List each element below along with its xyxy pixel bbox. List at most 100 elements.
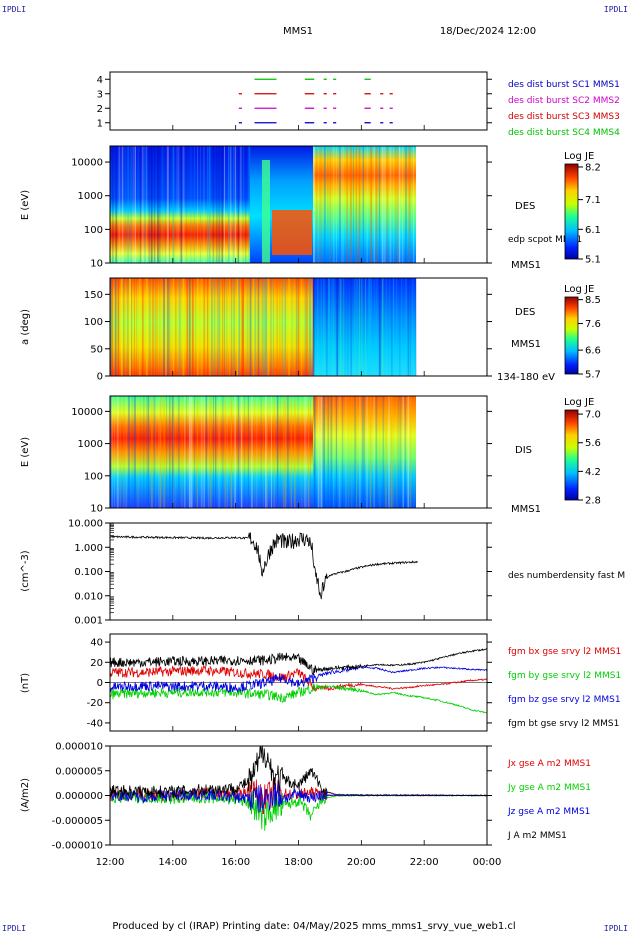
des-pitch-stripe xyxy=(209,278,211,376)
des-energy-stripe xyxy=(190,146,192,263)
dis-energy-stripe xyxy=(335,396,337,508)
time-tick-label: 00:00 xyxy=(473,857,502,868)
dis-energy-stripe xyxy=(345,396,347,508)
dis-energy-y-ticks: 10 100 1000 10000 xyxy=(71,407,492,515)
des-energy-stripe xyxy=(349,146,352,263)
dis-energy-stripe xyxy=(366,396,369,508)
des-energy-colorbar-tick-label: 6.1 xyxy=(585,225,601,236)
des-energy-stripe xyxy=(218,146,221,263)
time-tick-label: 16:00 xyxy=(221,857,250,868)
bfield-bz-trace xyxy=(109,665,488,694)
des-pitch-stripe xyxy=(154,278,157,376)
dis-energy-stripe xyxy=(205,396,207,508)
des-energy-stripe xyxy=(384,146,386,263)
des-energy-y-tick-label: 10 xyxy=(90,259,103,270)
des-pitch-stripe xyxy=(117,278,120,376)
density-y-tick-label: 10.000 xyxy=(68,519,103,530)
density-y-tick-label: 0.001 xyxy=(74,616,103,627)
des-energy-stripe xyxy=(316,146,318,263)
des-energy-stripe xyxy=(313,146,315,263)
des-pitch-stripe xyxy=(241,278,244,376)
dis-energy-stripe xyxy=(327,396,329,508)
des-pitch-stripe xyxy=(365,278,367,376)
des-energy-extra-label: edp scpot MMS1 xyxy=(508,235,582,245)
des-energy-stripe xyxy=(180,146,183,263)
dis-energy-stripe xyxy=(273,396,275,508)
des-pitch-colorbar-title: Log JE xyxy=(564,284,594,295)
dis-energy-stripe xyxy=(113,396,115,508)
dis-energy-stripe xyxy=(119,396,121,508)
dis-energy-stripe xyxy=(276,396,279,508)
des-energy-stripe xyxy=(227,146,230,263)
des-energy-stripe xyxy=(153,146,156,263)
des-pitch-stripe xyxy=(297,278,300,376)
des-pitch-stripe xyxy=(301,278,302,376)
burst-y-tick-label: 4 xyxy=(97,75,103,86)
des-energy-stripe xyxy=(366,146,368,263)
density-y-ticks: 0.001 0.010 0.100 1.000 10.000 xyxy=(68,519,492,627)
dis-energy-stripe xyxy=(123,396,126,508)
des-energy-stripe xyxy=(244,146,247,263)
des-pitch-y-tick-label: 50 xyxy=(90,344,103,355)
bfield-legend-entry: fgm bz gse srvy l2 MMS1 xyxy=(508,695,621,705)
des-pitch-stripe xyxy=(354,278,356,376)
des-energy-colorbar-tick-label: 5.1 xyxy=(585,255,601,266)
des-pitch-stripe xyxy=(175,278,177,376)
dis-energy-texture xyxy=(110,396,415,508)
des-pitch-stripe xyxy=(389,278,390,376)
des-energy-stripe xyxy=(329,146,332,263)
des-energy-stripe xyxy=(229,146,232,263)
des-pitch-y-ticks: 0 50 100 150 xyxy=(84,290,492,383)
des-energy-stripe xyxy=(124,146,127,263)
current-y-tick-label: 0.000005 xyxy=(55,766,103,777)
des-pitch-stripe xyxy=(226,278,228,376)
dis-energy-stripe xyxy=(169,396,171,508)
des-pitch-stripe xyxy=(148,278,151,376)
dis-energy-stripe xyxy=(175,396,177,508)
des-energy-stripe xyxy=(317,146,319,263)
des-energy-stripe xyxy=(148,146,150,263)
dis-energy-stripe xyxy=(294,396,296,508)
des-pitch-stripe xyxy=(291,278,293,376)
des-energy-stripe xyxy=(237,146,240,263)
burst-panel-frame xyxy=(109,71,488,131)
des-pitch-stripe xyxy=(306,278,309,376)
burst-legend: des dist burst SC1 MMS1 des dist burst SC… xyxy=(508,80,620,138)
des-pitch-stripe xyxy=(191,278,194,376)
des-pitch-stripe xyxy=(159,278,161,376)
des-pitch-stripe xyxy=(270,278,272,376)
dis-energy-stripe xyxy=(323,396,325,508)
des-pitch-stripe xyxy=(320,278,322,376)
current-y-tick-label: -0.000010 xyxy=(52,841,103,852)
dis-energy-stripe xyxy=(382,396,385,508)
des-energy-stripe xyxy=(223,146,225,263)
des-energy-stripe xyxy=(375,146,378,263)
current-panel: -0.000010 -0.000005 0.000000 0.000005 0.0000… xyxy=(20,742,591,852)
des-energy-stripe xyxy=(355,146,358,263)
des-pitch-stripe xyxy=(350,278,352,376)
dis-energy-stripe xyxy=(280,396,281,508)
des-energy-stripe xyxy=(118,146,121,263)
des-pitch-ylabel: a (deg) xyxy=(20,309,31,345)
des-energy-stripe xyxy=(212,146,215,263)
bfield-legend-entry: fgm bt gse srvy l2 MMS1 xyxy=(508,719,619,729)
des-energy-colorbar-title: Log JE xyxy=(564,151,594,162)
dis-energy-stripe xyxy=(208,396,209,508)
bfield-by-trace xyxy=(109,683,487,714)
current-J-trace xyxy=(109,745,487,798)
current-legend-entry: J A m2 MMS1 xyxy=(507,831,567,841)
des-energy-stripe xyxy=(159,146,161,263)
des-pitch-stripe xyxy=(238,278,241,376)
des-energy-stripe xyxy=(378,146,381,263)
des-energy-stripe xyxy=(115,146,118,263)
des-energy-y-tick-label: 100 xyxy=(84,225,103,236)
density-panel: 0.001 0.010 0.100 1.000 10.000 (cm^-3) des n… xyxy=(20,519,625,627)
des-pitch-stripe xyxy=(233,278,235,376)
dis-energy-stripe xyxy=(361,396,364,508)
des-pitch-stripe xyxy=(172,278,174,376)
des-pitch-stripe xyxy=(326,278,328,376)
dis-energy-stripe xyxy=(287,396,289,508)
des-energy-stripe xyxy=(408,146,411,263)
dis-energy-stripe xyxy=(247,396,249,508)
density-ylabel: (cm^-3) xyxy=(20,550,31,591)
